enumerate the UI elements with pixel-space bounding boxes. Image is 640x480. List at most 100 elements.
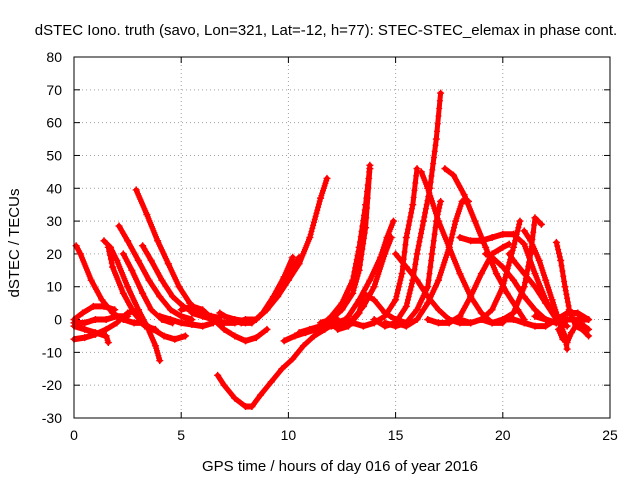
series-trace — [521, 228, 570, 352]
data-point — [402, 322, 410, 330]
data-point — [111, 306, 119, 314]
data-point — [139, 319, 147, 327]
series-33 — [424, 240, 513, 327]
data-point — [91, 330, 99, 338]
data-point — [81, 334, 89, 342]
data-point — [552, 319, 560, 327]
data-point — [306, 234, 314, 241]
data-point — [252, 334, 260, 342]
data-point — [359, 289, 367, 297]
data-point — [252, 316, 260, 324]
data-point — [402, 302, 410, 310]
data-point — [81, 319, 89, 327]
y-tick-label: -30 — [42, 410, 62, 426]
data-point — [156, 312, 164, 320]
series-42 — [531, 312, 593, 327]
series-11 — [139, 319, 189, 343]
data-point — [132, 186, 140, 194]
data-point — [263, 325, 271, 333]
data-point — [537, 220, 545, 228]
data-point — [428, 250, 436, 258]
data-point — [445, 243, 453, 251]
data-point — [134, 256, 142, 264]
data-point — [535, 256, 543, 264]
data-point — [145, 276, 153, 284]
data-point — [585, 325, 593, 333]
data-point — [398, 270, 406, 278]
data-point — [499, 283, 507, 291]
data-point — [188, 320, 196, 328]
series-41 — [555, 319, 593, 347]
data-point — [520, 319, 528, 327]
data-point — [548, 296, 556, 304]
x-tick-label: 5 — [177, 427, 185, 443]
data-point — [402, 234, 410, 241]
data-point — [520, 283, 528, 291]
data-point — [160, 332, 168, 340]
data-point — [199, 312, 207, 320]
data-point — [503, 289, 511, 297]
data-point — [242, 403, 250, 411]
plot-frame — [73, 56, 611, 419]
data-point — [164, 260, 172, 268]
data-point — [209, 316, 217, 324]
data-point — [355, 266, 363, 274]
data-point — [542, 316, 550, 324]
data-point — [139, 289, 147, 297]
y-tick-label: -20 — [42, 377, 62, 393]
data-point — [102, 316, 110, 324]
data-point — [130, 319, 138, 327]
series-15 — [214, 316, 350, 411]
data-point — [510, 243, 518, 251]
data-point — [274, 289, 282, 297]
data-point — [516, 217, 524, 225]
data-point — [104, 339, 112, 347]
x-axis-label: GPS time / hours of day 016 of year 2016 — [202, 458, 478, 475]
data-point — [231, 332, 239, 340]
data-point — [158, 276, 166, 284]
data-point — [488, 253, 496, 261]
data-point — [130, 309, 138, 317]
data-point — [527, 250, 535, 258]
data-point — [87, 276, 95, 284]
data-point — [456, 270, 464, 278]
data-point — [585, 332, 593, 340]
data-point — [585, 316, 593, 324]
data-point — [154, 237, 162, 245]
data-point — [220, 381, 228, 389]
data-point — [323, 174, 331, 182]
data-point — [156, 293, 164, 301]
data-point — [520, 293, 528, 301]
data-point — [437, 89, 445, 97]
data-point — [338, 306, 346, 314]
data-point — [113, 256, 121, 264]
data-point — [284, 270, 292, 278]
data-point — [109, 263, 117, 271]
data-point — [381, 312, 389, 320]
data-point — [349, 289, 357, 297]
data-point — [580, 322, 588, 330]
x-tick-label: 20 — [495, 427, 511, 443]
chart-title: dSTEC Iono. truth (savo, Lon=321, Lat=-1… — [35, 22, 617, 39]
data-point — [181, 332, 189, 340]
data-point — [370, 283, 378, 291]
data-point — [169, 293, 177, 301]
series-5 — [100, 237, 164, 365]
data-point — [531, 306, 539, 314]
data-point — [531, 312, 539, 320]
y-tick-label: 70 — [46, 82, 62, 98]
data-point — [389, 217, 397, 225]
data-point — [295, 329, 303, 337]
data-point — [220, 325, 228, 333]
data-point — [124, 283, 132, 291]
data-point — [477, 270, 485, 278]
data-point — [366, 276, 374, 284]
data-point — [102, 332, 110, 340]
data-point — [175, 283, 183, 291]
data-point — [467, 319, 475, 327]
data-point — [98, 296, 106, 304]
series-trace — [457, 231, 559, 322]
data-point — [567, 329, 575, 337]
data-point — [499, 230, 507, 238]
